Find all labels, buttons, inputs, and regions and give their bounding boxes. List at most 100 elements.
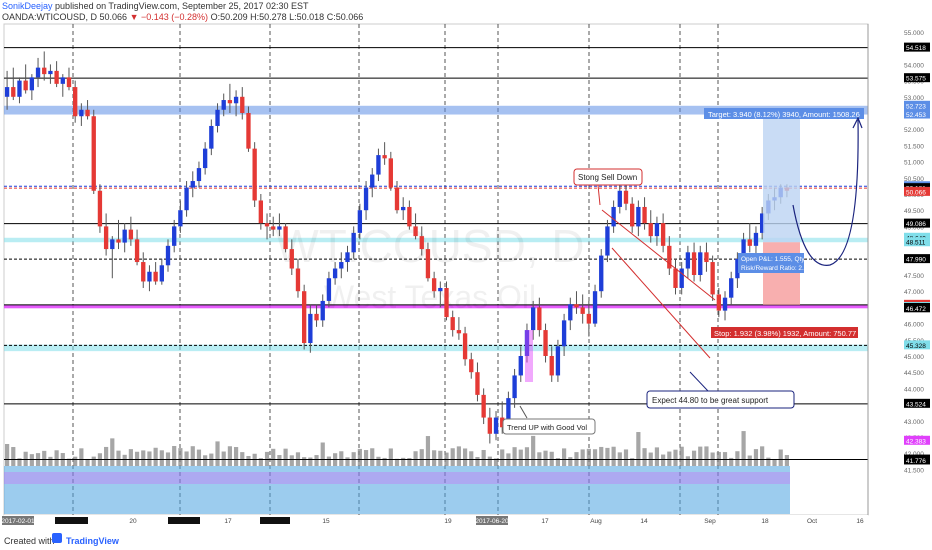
volume-bar (345, 457, 350, 466)
volume-bar (388, 448, 393, 466)
candle-body (73, 87, 78, 117)
price-label-box (904, 455, 930, 465)
candle-body (512, 375, 517, 399)
target-zone (763, 114, 800, 243)
volume-bar (394, 458, 400, 466)
price-label-box (904, 254, 930, 264)
candle-body (264, 223, 270, 227)
candle-body (97, 190, 103, 227)
sell-down-box (573, 168, 643, 186)
publisher-name[interactable]: SonikDeejay (2, 1, 53, 11)
y-tick-label: 53.000 (904, 95, 924, 102)
x-tick-label: 15 (322, 518, 330, 525)
candle-body (314, 313, 319, 321)
candle-body (289, 249, 294, 269)
volume-bar (562, 448, 567, 466)
candle-body (60, 77, 65, 84)
x-tick-label: 17 (541, 518, 549, 525)
candle-body (320, 300, 325, 321)
volume-bar (636, 432, 641, 466)
candle-body (339, 262, 344, 269)
weekend-marker (260, 517, 290, 524)
tradingview-brand[interactable]: TradingView (66, 536, 119, 546)
volume-bar (630, 458, 635, 466)
candle-body (345, 252, 350, 263)
volume-bar (221, 451, 226, 466)
volume-bar (599, 446, 604, 466)
volume-bar (283, 448, 288, 466)
candle-body (178, 210, 183, 227)
volume-bar (42, 450, 47, 466)
candle-body (735, 258, 740, 279)
volume-bar (376, 456, 381, 466)
y-tick-label: 51.000 (904, 160, 924, 167)
volume-bar (481, 449, 486, 466)
volume-bar (407, 457, 412, 466)
support-label: Expect 44.80 to be great support (652, 396, 769, 405)
volume-bar (11, 447, 16, 466)
zone-support-2 (4, 304, 868, 309)
candle-body (580, 307, 585, 314)
candle-body (42, 67, 47, 75)
volume-bar (549, 451, 554, 466)
volume-bar (605, 447, 610, 466)
volume-bar (586, 448, 591, 466)
volume-bar (308, 457, 313, 466)
volume-bar (128, 449, 133, 466)
x-tick-label: 19 (444, 518, 452, 525)
candle-body (190, 181, 195, 188)
volume-bar (203, 455, 208, 466)
candle-body (667, 245, 672, 269)
volume-bar (401, 457, 406, 466)
candle-body (450, 317, 455, 331)
candle-body (172, 226, 177, 246)
time-axis: 2017-02-01 20 17 15 19 2017-06-20 17 Aug 14 Sep 18… (1, 515, 868, 525)
volume-bar (487, 456, 492, 466)
volume-bar (271, 448, 276, 466)
volume-bar (469, 451, 474, 466)
candle-body (85, 109, 90, 117)
volume-bar (531, 435, 536, 466)
volume-bar (462, 448, 468, 466)
candle-body (215, 109, 220, 126)
open-pl-label: Open P&L: 1.555, Qty: 128 (741, 256, 819, 263)
price-label: 46.472 (906, 306, 926, 313)
stop-zone (763, 242, 800, 305)
volume-bar (425, 436, 431, 466)
candlesticks (4, 51, 790, 444)
volume-bar (747, 455, 752, 466)
volume-bar (543, 450, 548, 466)
volume-bar (741, 431, 746, 466)
candle-body (308, 313, 313, 344)
volume-bar (568, 457, 573, 466)
price-labels: 54.51853.57552.72352.45350.23950.18150.0… (904, 42, 930, 465)
volume-bar (184, 451, 189, 466)
symbol-label[interactable]: OANDA:WTICOUSD, D (2, 12, 98, 22)
horizontal-lines (4, 47, 868, 461)
candle-body (753, 232, 759, 246)
candle-body (759, 213, 765, 233)
candle-body (469, 359, 474, 373)
volume-bar (642, 448, 647, 466)
price-label: 53.575 (906, 76, 926, 83)
y-tick-label: 49.000 (904, 224, 924, 231)
y-tick-label: 50.500 (904, 176, 924, 183)
long-position-tool: Target: 3.940 (8.12%) 3940, Amount: 1508… (704, 108, 864, 338)
volume-bar (172, 446, 177, 466)
trend-up-label: Trend UP with Good Vol (507, 423, 587, 432)
volume-bar (153, 447, 158, 466)
candle-body (586, 313, 592, 324)
candle-body (128, 229, 134, 240)
candle-body (401, 206, 406, 211)
volume-bar (73, 456, 78, 466)
y-tick-label: 52.000 (904, 127, 924, 134)
y-tick-label: 51.500 (904, 143, 924, 150)
watermark-name: West Texas Oil (324, 279, 536, 315)
price-label: 54.518 (906, 45, 926, 52)
candle-body (481, 394, 486, 418)
candle-body (475, 372, 480, 395)
volume-bar (772, 458, 777, 466)
candle-body (394, 187, 400, 211)
volume-bar (753, 449, 759, 466)
